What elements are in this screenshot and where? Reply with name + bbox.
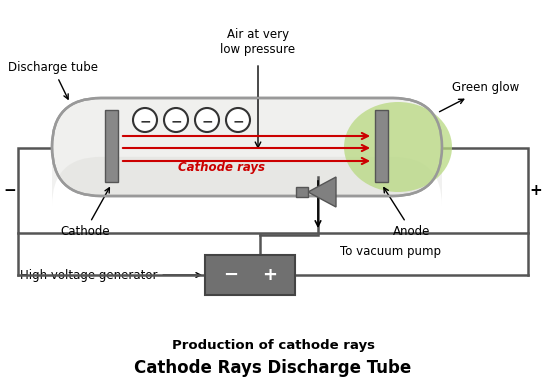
Ellipse shape <box>344 102 452 192</box>
Circle shape <box>133 108 157 132</box>
Text: Air at very
low pressure: Air at very low pressure <box>220 28 295 56</box>
FancyBboxPatch shape <box>52 147 442 206</box>
FancyBboxPatch shape <box>52 98 442 196</box>
Circle shape <box>195 108 219 132</box>
Circle shape <box>164 108 188 132</box>
Bar <box>18 148 528 233</box>
Text: −: − <box>201 114 213 128</box>
Text: High voltage generator: High voltage generator <box>20 268 201 282</box>
Text: −: − <box>139 114 151 128</box>
Bar <box>205 255 295 295</box>
Polygon shape <box>308 177 336 207</box>
Bar <box>296 187 308 197</box>
Text: −: − <box>170 114 182 128</box>
Bar <box>105 110 118 182</box>
Text: Production of cathode rays: Production of cathode rays <box>172 338 375 352</box>
Text: −: − <box>223 266 238 284</box>
Text: −: − <box>4 183 16 198</box>
Text: +: + <box>263 266 277 284</box>
Text: −: − <box>232 114 244 128</box>
Text: To vacuum pump: To vacuum pump <box>340 245 441 258</box>
Text: Cathode rays: Cathode rays <box>178 161 265 175</box>
Text: Anode: Anode <box>384 188 430 238</box>
Text: Cathode Rays Discharge Tube: Cathode Rays Discharge Tube <box>135 359 412 377</box>
Text: +: + <box>529 183 543 198</box>
Text: Cathode: Cathode <box>60 188 110 238</box>
Circle shape <box>226 108 250 132</box>
Text: Green glow: Green glow <box>439 81 519 112</box>
Bar <box>375 110 388 182</box>
Text: Discharge tube: Discharge tube <box>8 62 98 99</box>
